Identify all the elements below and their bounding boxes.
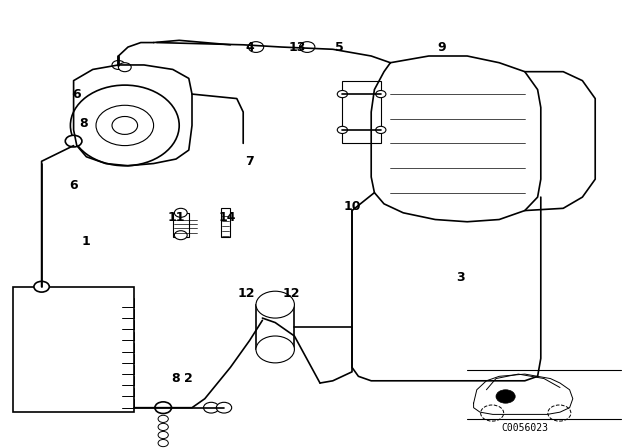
Circle shape — [548, 405, 571, 421]
Ellipse shape — [70, 85, 179, 166]
Circle shape — [256, 336, 294, 363]
Bar — [13, 287, 134, 412]
Text: 11: 11 — [167, 211, 185, 224]
Text: 7: 7 — [245, 155, 254, 168]
Text: 6: 6 — [69, 179, 78, 193]
Circle shape — [204, 402, 219, 413]
Circle shape — [376, 90, 386, 98]
Text: 8: 8 — [79, 116, 88, 130]
Text: 5: 5 — [335, 40, 344, 54]
Circle shape — [158, 423, 168, 431]
Circle shape — [158, 431, 168, 439]
Circle shape — [248, 42, 264, 52]
Circle shape — [256, 291, 294, 318]
Circle shape — [118, 63, 131, 72]
Circle shape — [376, 126, 386, 134]
Circle shape — [34, 281, 49, 292]
Circle shape — [481, 405, 504, 421]
Text: 13: 13 — [289, 40, 307, 54]
Text: 8: 8 — [172, 372, 180, 385]
Circle shape — [300, 42, 315, 52]
Bar — [256, 305, 294, 349]
Circle shape — [158, 439, 168, 447]
Circle shape — [65, 135, 82, 147]
Text: 1: 1 — [82, 235, 91, 249]
Circle shape — [337, 126, 348, 134]
Text: 3: 3 — [456, 271, 465, 284]
Circle shape — [112, 116, 138, 134]
Bar — [221, 208, 230, 237]
Bar — [173, 213, 189, 237]
Text: 6: 6 — [72, 87, 81, 101]
Text: 9: 9 — [437, 40, 446, 54]
Text: 14: 14 — [218, 211, 236, 224]
Circle shape — [174, 208, 187, 217]
Circle shape — [496, 390, 515, 403]
Text: 4: 4 — [245, 40, 254, 54]
Text: 12: 12 — [282, 287, 300, 300]
Circle shape — [96, 105, 154, 146]
Text: 10: 10 — [343, 199, 361, 213]
Circle shape — [158, 415, 168, 422]
Text: C0056023: C0056023 — [501, 423, 548, 433]
Bar — [342, 81, 381, 143]
Circle shape — [112, 60, 125, 69]
Circle shape — [337, 90, 348, 98]
Circle shape — [155, 402, 172, 414]
Circle shape — [216, 402, 232, 413]
Text: 12: 12 — [237, 287, 255, 300]
Circle shape — [174, 231, 187, 240]
Text: 2: 2 — [184, 372, 193, 385]
